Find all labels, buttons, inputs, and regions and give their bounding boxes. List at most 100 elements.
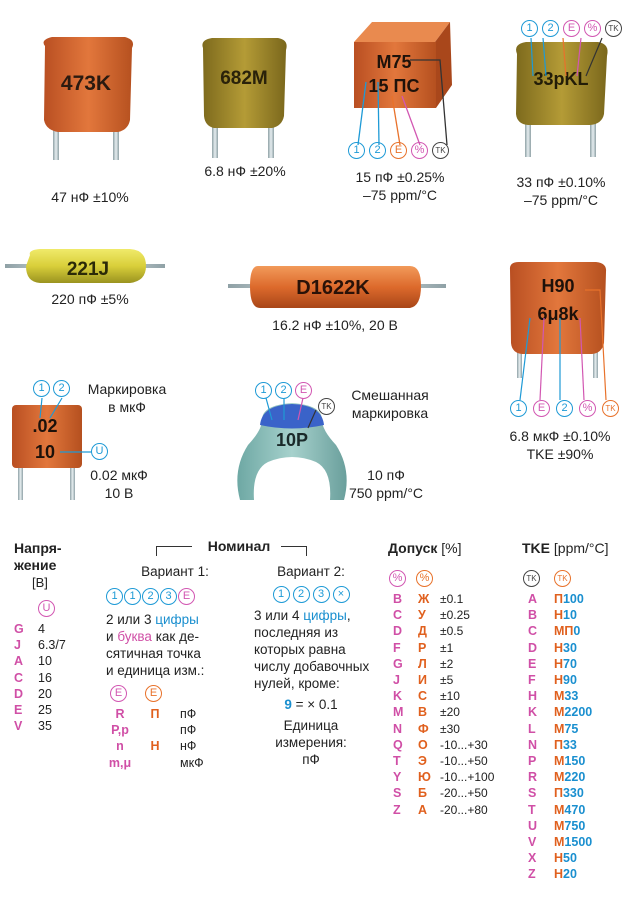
tke-code: Н90	[554, 672, 577, 688]
tke-latin-code: X	[528, 851, 537, 866]
tolerance-latin-code: D	[393, 624, 403, 639]
tke-code-number: 20	[563, 867, 577, 882]
tke-row: C МП0	[522, 623, 637, 639]
capacitor-m75: M75 15 ПС	[354, 22, 452, 146]
tolerance-latin-code: J	[393, 673, 400, 688]
voltage-value: 16	[38, 670, 52, 685]
digit-circle-icon: 2	[292, 586, 310, 603]
e-circle-icon: E	[145, 685, 162, 702]
caption-682m: 6.8 нФ ±20%	[204, 163, 286, 179]
tolerance-cyr-code: Э	[418, 754, 427, 769]
tke-code-letter: М	[554, 818, 565, 833]
digit-circle-icon: 1	[348, 142, 365, 159]
tke-code-letter: М	[554, 705, 565, 720]
e-circle-icon: E	[110, 685, 127, 702]
tke-code-number: 470	[564, 802, 586, 817]
percent-circle-icon: %	[416, 570, 433, 587]
tke-row: K М2200	[522, 704, 637, 720]
tolerance-latin-code: G	[393, 656, 403, 671]
tolerance-cyr-code: Д	[418, 624, 427, 639]
tke-row: H М33	[522, 688, 637, 704]
e-circle-icon: E	[533, 400, 550, 417]
tke-latin-code: K	[528, 705, 538, 720]
tke-row: E Н70	[522, 656, 637, 672]
tke-latin-code: B	[528, 608, 538, 623]
tke-code: М470	[554, 802, 585, 818]
marking-m75-2: 15 ПС	[369, 76, 420, 96]
tke-code-letter: П	[554, 786, 563, 801]
tolerance-value: ±0.25	[440, 608, 470, 623]
tke-row: X Н50	[522, 850, 637, 866]
tolerance-value: -20...+50	[440, 786, 488, 801]
digits-word: цифры	[155, 612, 199, 627]
tke-code-number: 1500	[564, 835, 593, 850]
tke-code: МП0	[554, 623, 580, 639]
tolerance-latin-code: M	[393, 705, 404, 720]
note-mkf: Маркировка в мкФ	[87, 381, 167, 415]
capacitor-illustrations: 473K 682M M75 15 ПС 33pKL 221J	[5, 22, 608, 500]
tke-code-letter: МП	[554, 624, 574, 639]
tke-code-number: 70	[563, 656, 577, 671]
tke-latin-code: V	[528, 835, 537, 850]
marking-10p: 10P	[276, 430, 308, 450]
tke-code: М220	[554, 769, 585, 785]
tolerance-latin-code: Y	[393, 770, 402, 785]
tolerance-cyr-code: А	[418, 802, 428, 817]
tke-latin-code: T	[528, 802, 536, 817]
tke-code: Н70	[554, 656, 577, 672]
unit-latin-code: R	[115, 707, 125, 721]
capacitor-0-02: .02 10	[12, 397, 92, 500]
percent-circle-icon: %	[579, 400, 596, 417]
tolerance-latin-code: C	[393, 608, 403, 623]
tolerance-row: T Э -10...+50	[388, 753, 508, 769]
c7-symbol-row: 1 E 2 % TK	[510, 400, 619, 417]
unit-latin-code: P,p	[111, 723, 129, 738]
tke-code-letter: Н	[554, 867, 564, 882]
tke-code-letter: М	[554, 835, 565, 850]
voltage-code: D	[14, 686, 24, 701]
digit-circle-icon: 2	[53, 380, 70, 397]
tolerance-value: ±0.5	[440, 624, 464, 639]
tke-code-number: 75	[564, 721, 579, 736]
tke-row: Z Н20	[522, 866, 637, 882]
tke-code: М2200	[554, 704, 592, 720]
tolerance-value: -20...+80	[440, 802, 488, 817]
nominal-title: Номинал	[207, 538, 271, 554]
v1-symbols: 1 1 2 3 E	[106, 588, 260, 605]
nine-code: 9	[284, 697, 292, 712]
digit-circle-icon: 3	[160, 588, 177, 605]
c4-symbol-row: 1 2 E % TK	[521, 20, 622, 37]
tke-row: P М150	[522, 753, 637, 769]
tolerance-row: S Б -20...+50	[388, 785, 508, 801]
tolerance-cyr-code: О	[418, 737, 428, 752]
voltage-code: V	[14, 719, 23, 734]
tke-latin-code: N	[528, 737, 538, 752]
tke-code-letter: Н	[554, 608, 564, 623]
tke-latin-code: R	[528, 770, 538, 785]
unit-name: пФ	[180, 723, 197, 738]
tolerance-cyr-code: В	[418, 705, 428, 720]
tke-code-number: 330	[562, 786, 584, 801]
tke-code-letter: П	[554, 592, 563, 606]
tke-row: D Н30	[522, 640, 637, 656]
voltage-code: C	[14, 670, 24, 685]
marking-221j: 221J	[67, 259, 109, 280]
tke-code: Н10	[554, 607, 577, 623]
tke-row: V М1500	[522, 834, 637, 850]
tke-row: T М470	[522, 802, 637, 818]
tolerance-row: Q О -10...+30	[388, 737, 508, 753]
capacitor-33pkl: 33pKL	[516, 37, 608, 157]
tolerance-latin-code: Q	[393, 737, 403, 752]
tke-latin-code: P	[528, 754, 537, 769]
c9-symbol-row: 1 2 E	[255, 382, 312, 399]
letter-word: буква	[117, 629, 152, 644]
multiply-circle-icon: ×	[332, 586, 350, 603]
tke-latin-code: F	[528, 673, 536, 688]
voltage-value: 35	[38, 719, 52, 734]
tke-code: П330	[554, 785, 584, 801]
voltage-value: 25	[38, 703, 52, 718]
tke-unit: [ppm/°C]	[553, 540, 609, 556]
percent-circle-icon: %	[584, 20, 601, 37]
tolerance-row: N Ф ±30	[388, 721, 508, 737]
caption-33pkl: 33 пФ ±0.10% –75 ppm/°C	[516, 174, 606, 208]
